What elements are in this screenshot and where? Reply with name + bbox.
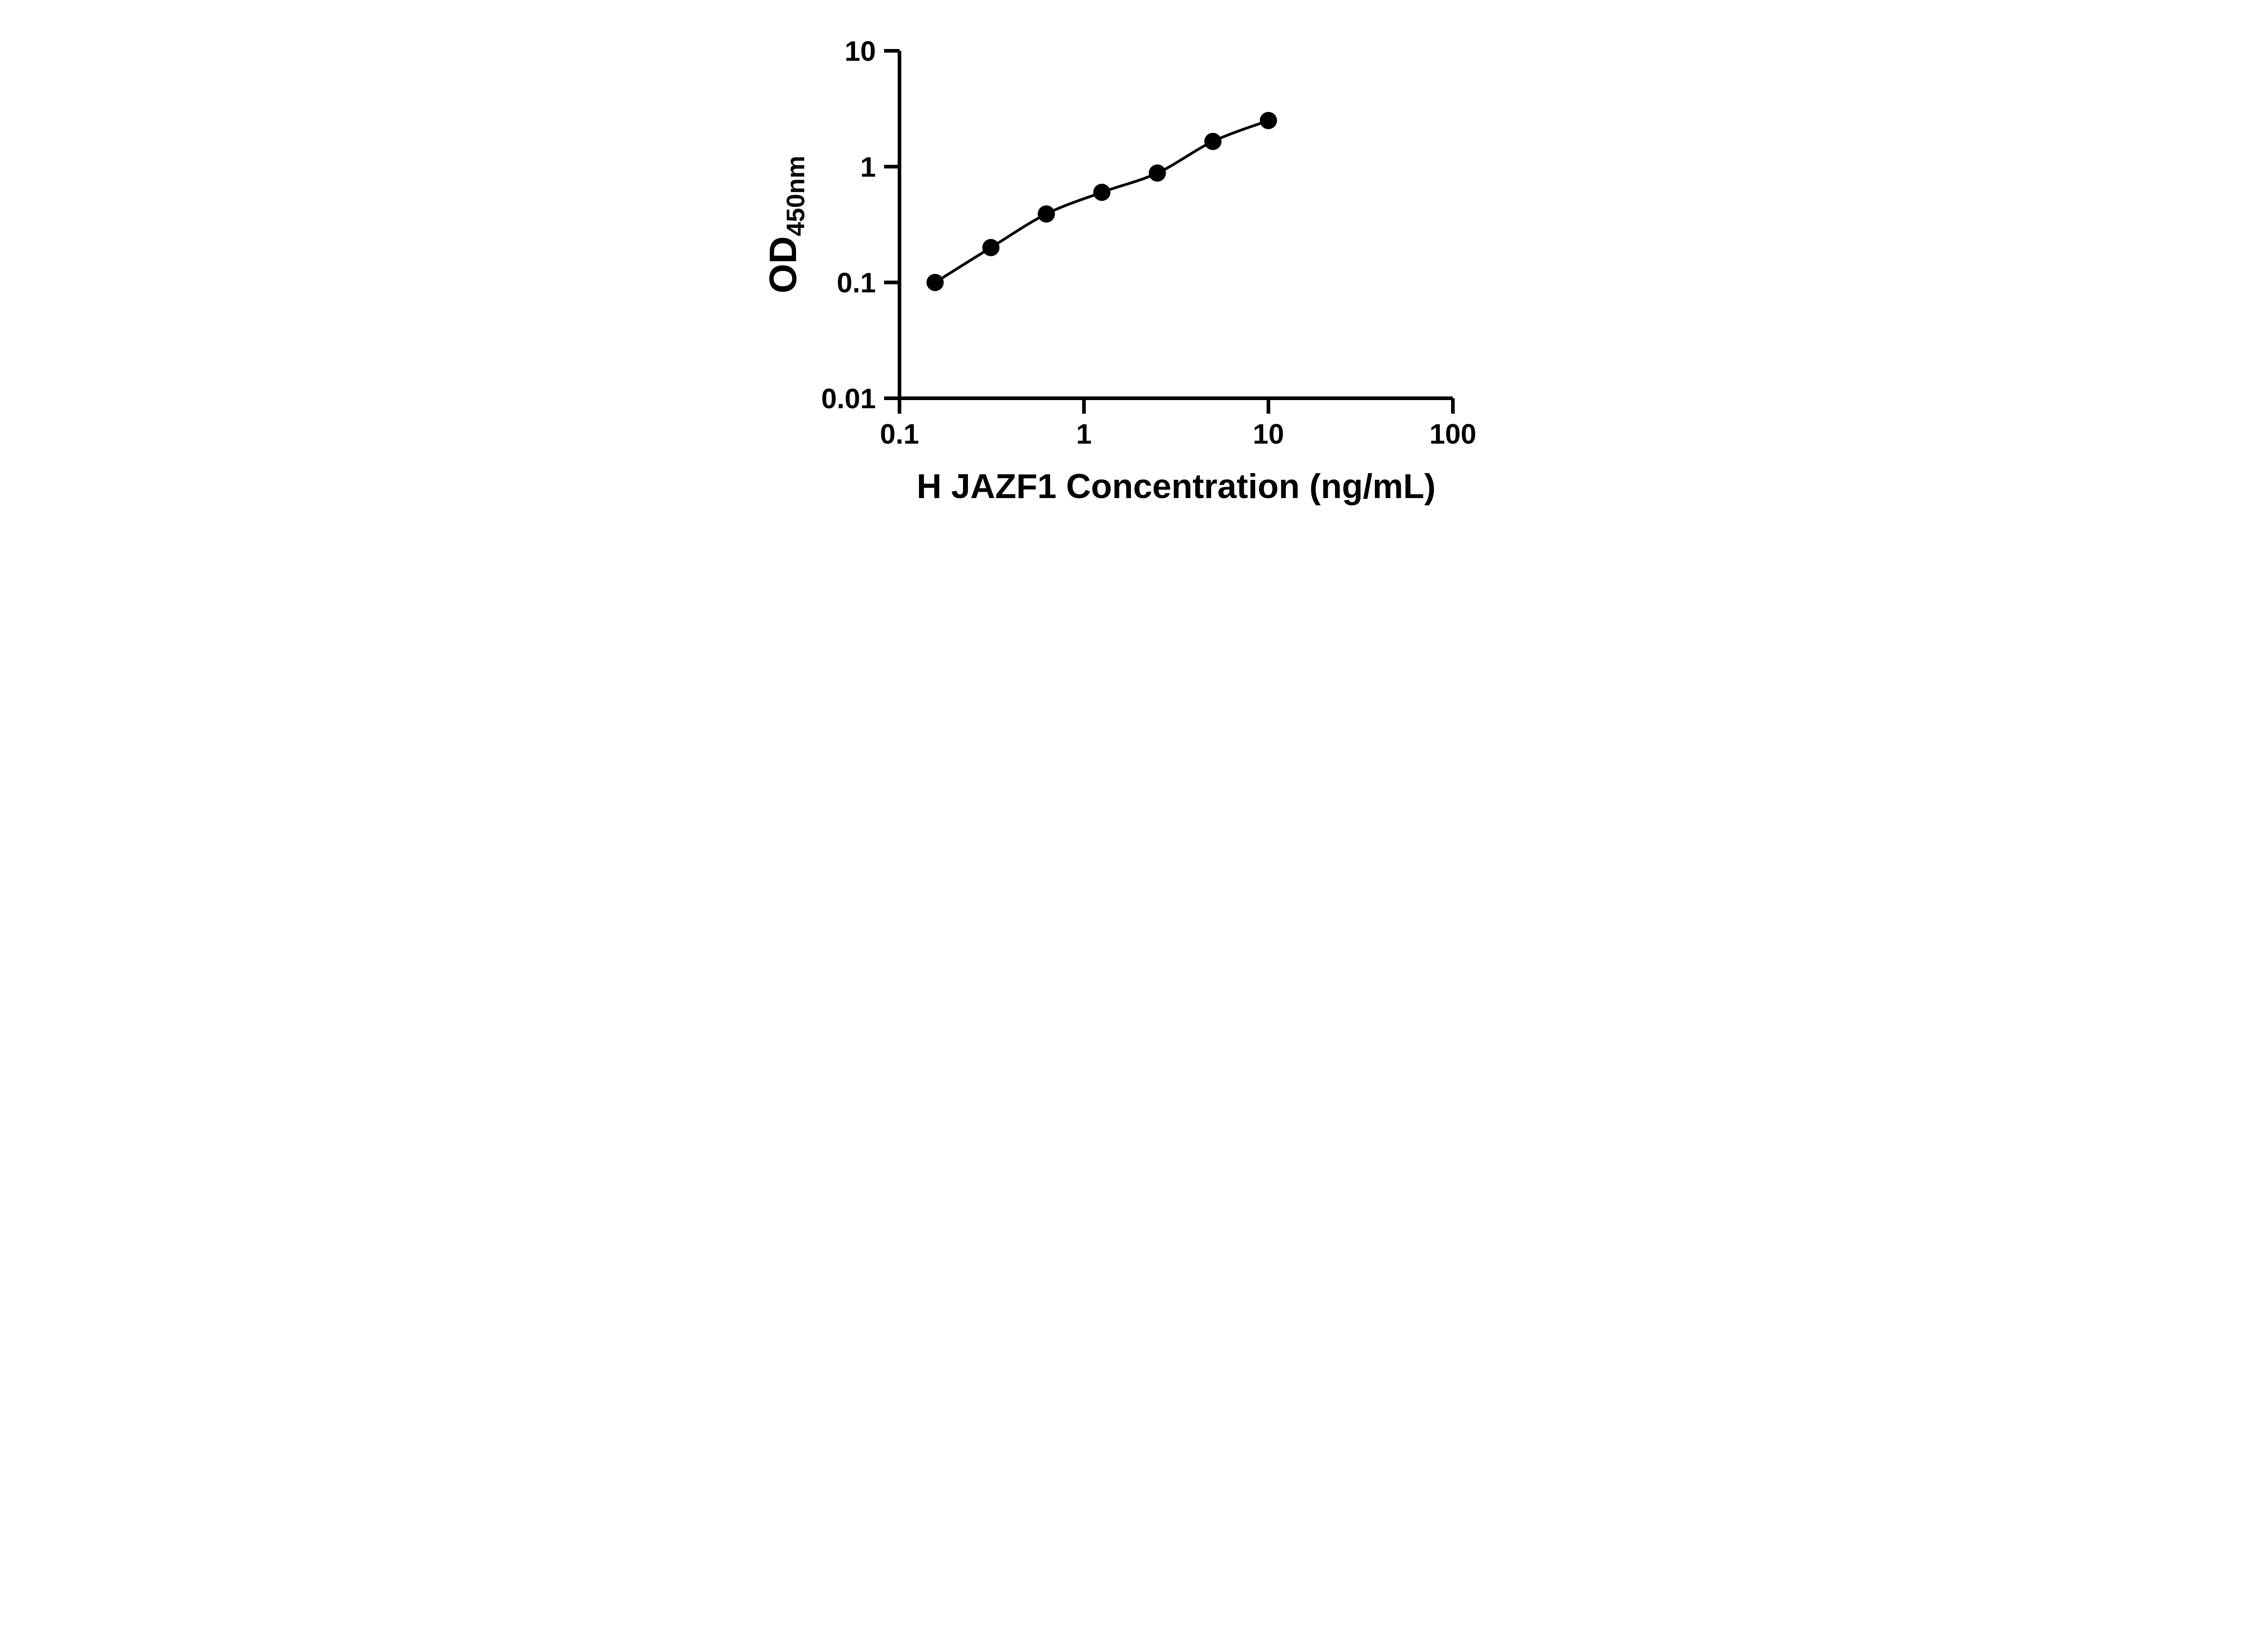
data-point-marker bbox=[1093, 184, 1111, 201]
data-point-marker bbox=[1037, 205, 1055, 223]
x-tick-label: 100 bbox=[1429, 419, 1476, 450]
x-tick-label: 10 bbox=[1253, 419, 1284, 450]
y-tick-label: 0.1 bbox=[837, 268, 876, 299]
data-point-marker bbox=[1204, 132, 1222, 150]
data-point-marker bbox=[1149, 164, 1166, 182]
x-tick-label: 0.1 bbox=[880, 419, 919, 450]
y-tick-label: 0.01 bbox=[821, 383, 876, 415]
y-axis-title: OD450nm bbox=[762, 156, 810, 293]
chart-background bbox=[745, 0, 1523, 544]
elisa-standard-curve-figure: 0.1 1 10 100 0.01 0.1 1 10 H JAZF1 Concentration… bbox=[745, 0, 1523, 544]
y-tick-label: 1 bbox=[860, 152, 876, 183]
data-point-marker bbox=[926, 274, 944, 291]
data-point-marker bbox=[982, 239, 1000, 256]
data-point-marker bbox=[1260, 112, 1277, 129]
y-tick-label: 10 bbox=[845, 36, 876, 67]
x-tick-label: 1 bbox=[1076, 419, 1091, 450]
x-axis-title: H JAZF1 Concentration (ng/mL) bbox=[917, 467, 1436, 506]
